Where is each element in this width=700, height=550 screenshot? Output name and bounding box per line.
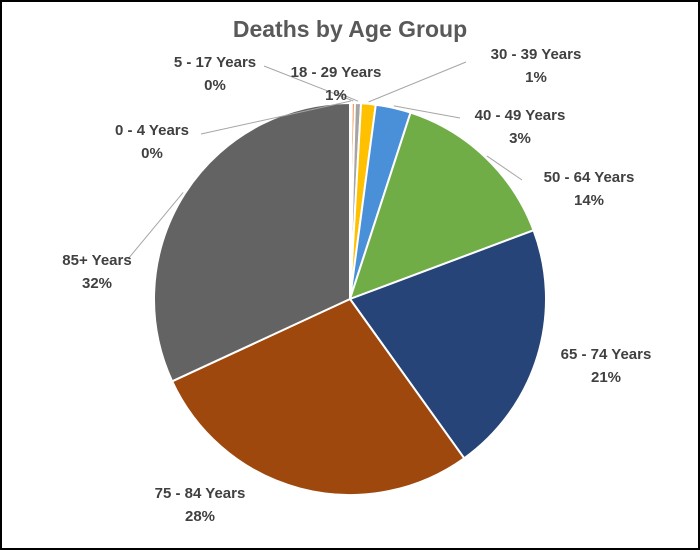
slice-percent: 14%	[574, 192, 604, 209]
slice-label: 18 - 29 Years	[291, 64, 382, 81]
data-labels: 0 - 4 Years 0% 5 - 17 Years 0% 18 - 29 Years…	[62, 46, 651, 525]
slice-percent: 21%	[591, 369, 621, 386]
slice-percent: 28%	[185, 508, 215, 525]
slice-label: 0 - 4 Years	[115, 122, 189, 139]
leader-lines	[127, 61, 523, 260]
pie-slices	[153, 101, 547, 496]
leader-line	[368, 61, 467, 103]
slice-percent: 3%	[509, 130, 531, 147]
leader-line	[486, 155, 523, 181]
leader-line	[393, 105, 461, 119]
slice-label: 30 - 39 Years	[491, 46, 582, 63]
leader-line	[263, 65, 354, 102]
pie-slice	[348, 111, 535, 301]
leader-line	[127, 192, 184, 260]
slice-percent: 0%	[141, 145, 163, 162]
slice-label: 75 - 84 Years	[155, 485, 246, 502]
slice-label: 65 - 74 Years	[561, 346, 652, 363]
slice-label: 85+ Years	[62, 252, 131, 269]
pie-slice	[348, 229, 547, 460]
slice-label: 50 - 64 Years	[544, 169, 635, 186]
pie-slice	[153, 101, 351, 383]
chart-title: Deaths by Age Group	[232, 16, 468, 42]
leader-line	[200, 100, 352, 135]
slice-percent: 32%	[82, 275, 112, 292]
leader-line	[335, 91, 359, 102]
slice-label: 40 - 49 Years	[475, 107, 566, 124]
slice-percent: 1%	[525, 69, 547, 86]
slice-label: 5 - 17 Years	[174, 54, 256, 71]
slice-percent: 1%	[325, 87, 347, 104]
slice-percent: 0%	[204, 77, 226, 94]
